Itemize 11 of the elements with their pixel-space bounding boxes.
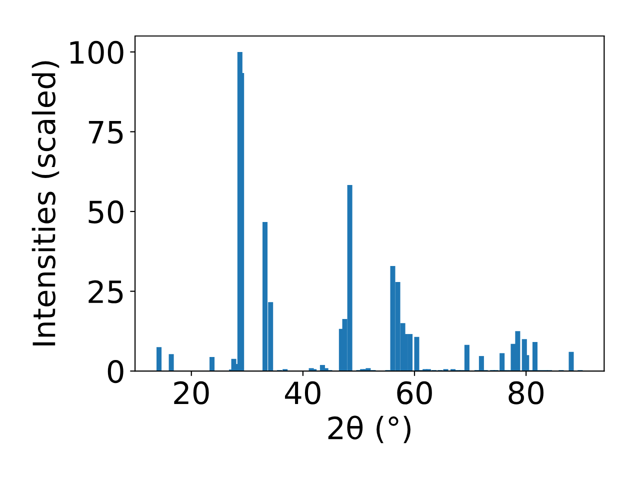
y-axis-title: Intensities (scaled) — [32, 61, 60, 346]
x-tick-label: 40 — [284, 381, 320, 404]
y-tick-label: 50 — [88, 200, 124, 224]
x-tick-label: 60 — [397, 381, 432, 404]
y-tick-label: 100 — [70, 40, 124, 64]
x-axis-title: 2θ (°) — [328, 416, 410, 444]
y-tick-label: 25 — [88, 280, 123, 304]
y-tick-label: 75 — [88, 121, 123, 144]
y-tick-label: 0 — [108, 360, 124, 384]
x-tick-label: 20 — [174, 381, 209, 404]
x-tick-label: 80 — [508, 381, 544, 404]
